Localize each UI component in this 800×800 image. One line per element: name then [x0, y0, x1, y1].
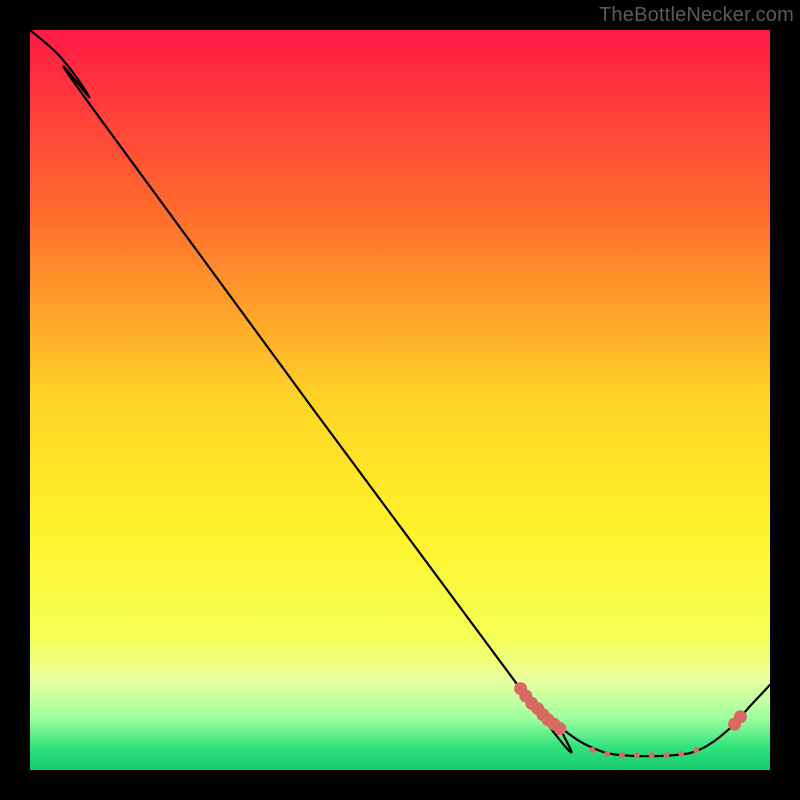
bottleneck-chart [0, 0, 800, 800]
marker-valley [589, 747, 595, 753]
marker-valley [678, 751, 684, 757]
marker-valley [693, 747, 699, 753]
chart-root: TheBottleNecker.com [0, 0, 800, 800]
marker-ascent [734, 710, 747, 723]
plot-area-background [30, 30, 770, 770]
watermark-text: TheBottleNecker.com [599, 4, 794, 27]
marker-valley [634, 752, 640, 758]
marker-descent [553, 722, 566, 735]
marker-valley [604, 751, 610, 757]
marker-valley [663, 752, 669, 758]
marker-valley [649, 752, 655, 758]
marker-valley [619, 752, 625, 758]
